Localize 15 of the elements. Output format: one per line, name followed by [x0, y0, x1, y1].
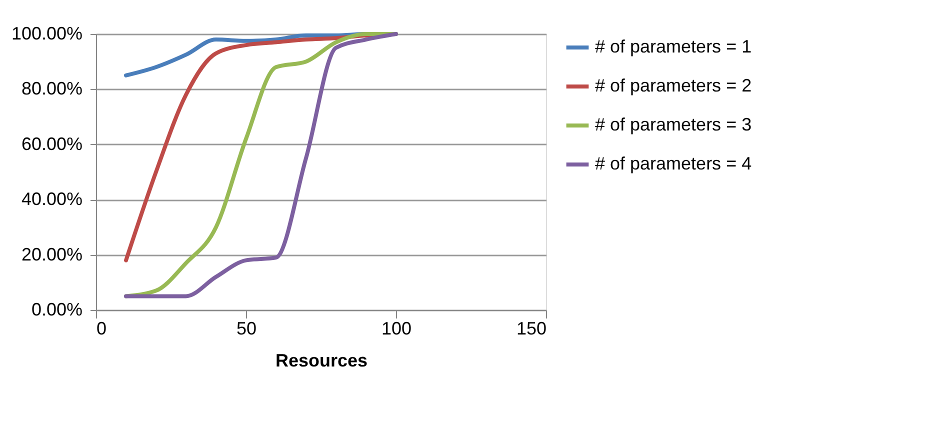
legend-label: # of parameters = 1 [595, 36, 752, 56]
y-tick-label: 0.00% [31, 300, 82, 320]
y-tick-label: 80.00% [21, 78, 82, 99]
x-axis-title: Resources [275, 350, 368, 370]
legend-label: # of parameters = 4 [595, 154, 752, 174]
y-tick-label: 20.00% [21, 244, 82, 264]
y-tick-label: 60.00% [21, 134, 82, 154]
x-tick-label: 50 [236, 318, 257, 338]
x-tick-label: 100 [381, 318, 412, 338]
y-tick-label: 100.00% [11, 24, 82, 44]
x-tick-label: 0 [96, 318, 107, 338]
y-tick-label: 40.00% [21, 189, 82, 210]
legend-label: # of parameters = 2 [595, 76, 752, 96]
legend-label: # of parameters = 3 [595, 114, 752, 134]
x-tick-label: 150 [516, 318, 546, 338]
